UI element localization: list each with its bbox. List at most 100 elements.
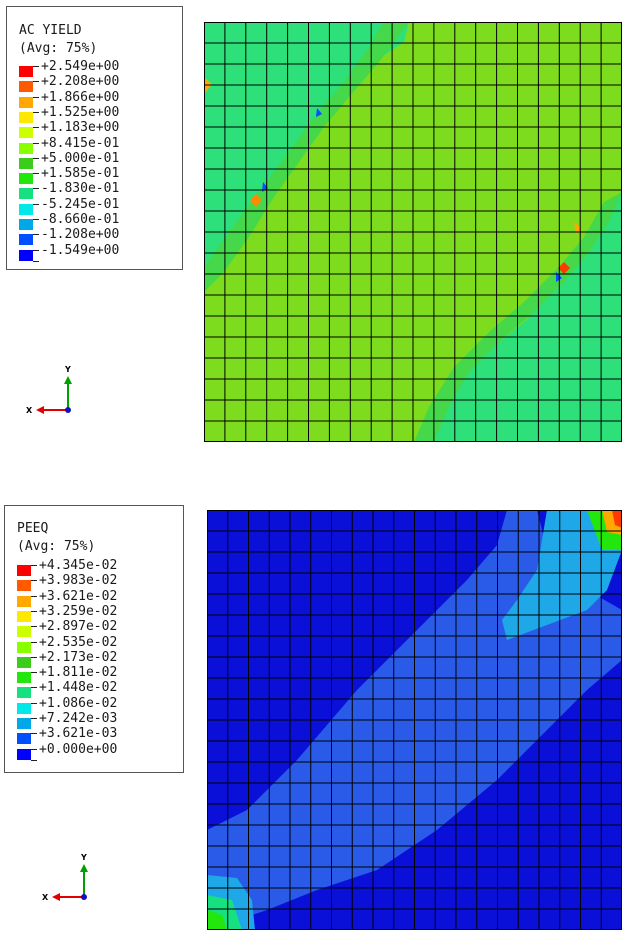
legend-swatch: [19, 142, 33, 154]
contour-band-light: [502, 510, 622, 640]
legend-swatch: [17, 733, 31, 745]
legend-swatch: [19, 173, 33, 185]
y-axis-label: Y: [64, 365, 71, 374]
legend-label: +2.208e+00: [41, 74, 120, 90]
x-axis-label: X: [42, 893, 49, 902]
y-axis-arrowhead: [80, 864, 88, 872]
x-axis-label: X: [26, 406, 33, 415]
legend-tick: [33, 234, 39, 236]
legend-swatch: [19, 249, 33, 261]
legend-swatch: [17, 580, 31, 592]
legend-swatch: [17, 656, 31, 668]
legend-label: +0.000e+00: [39, 741, 118, 757]
legend-label: +3.621e-02: [39, 588, 118, 604]
legend-label: +3.259e-02: [39, 603, 118, 619]
legend-tick: [31, 718, 37, 719]
legend-label: +2.535e-02: [39, 634, 118, 650]
legend-swatch: [17, 641, 31, 653]
legend-tick: [31, 672, 37, 674]
contour-corner-bl-3: [207, 910, 227, 930]
legend-tick: [33, 96, 39, 98]
legend-swatch: [17, 626, 31, 638]
legend-label: +4.345e-02: [39, 558, 118, 573]
legend-label: +1.811e-02: [39, 665, 118, 681]
legend-label: +1.866e+00: [41, 89, 120, 105]
legend-label: +3.983e-02: [39, 573, 118, 589]
legend-swatch: [19, 234, 33, 246]
legend-ac-yield: AC YIELD (Avg: 75%) +2.549e+00 +2.208e+00…: [6, 6, 183, 270]
legend-tick: [31, 626, 37, 628]
legend-tick: [33, 142, 39, 144]
legend-swatch: [19, 111, 33, 123]
z-axis-dot: [65, 407, 71, 413]
axis-triad: Y X: [42, 853, 88, 902]
legend-label: +2.549e+00: [41, 59, 120, 74]
legend-swatch: [19, 219, 33, 230]
legend-label: +7.242e-03: [39, 711, 118, 726]
contour-hotspot-right-2: [574, 222, 582, 234]
legend-tick: [31, 580, 37, 582]
legend-label: -1.549e+00: [41, 242, 120, 258]
legend-label: +8.415e-01: [41, 135, 120, 151]
legend-swatch: [17, 718, 31, 729]
legend-tick: [31, 748, 37, 750]
contour-hotspot-right: [558, 262, 570, 274]
legend-tick: [33, 66, 39, 67]
legend-tick: [31, 656, 37, 658]
legend-title: AC YIELD: [19, 23, 82, 38]
ac-yield-contour-plot: [204, 22, 622, 442]
legend-tick: [33, 203, 39, 205]
y-axis-label: Y: [80, 853, 87, 862]
mesh-grid: [204, 22, 622, 442]
legend-swatch: [17, 702, 31, 714]
mesh-grid: [207, 510, 622, 930]
legend-label: -1.830e-01: [41, 181, 120, 197]
axis-triad: Y X: [26, 365, 72, 415]
legend-tick: [33, 219, 39, 220]
legend-tick: [31, 565, 37, 566]
legend-subtitle: (Avg: 75%): [17, 539, 96, 554]
z-axis-dot: [81, 894, 87, 900]
contour-hotspot-left-2: [250, 194, 262, 207]
legend-tick: [33, 188, 39, 190]
legend-tick: [31, 733, 37, 735]
x-axis-arrowhead: [52, 893, 60, 901]
legend-tick: [33, 127, 39, 129]
legend-tick: [31, 595, 37, 597]
legend-tick: [33, 81, 39, 83]
legend-tick: [33, 111, 39, 113]
legend-tick: [33, 249, 39, 251]
peeq-contour-plot: [207, 510, 622, 930]
legend-swatch: [19, 127, 33, 139]
legend-label: +1.448e-02: [39, 680, 118, 696]
legend-swatch: [17, 565, 31, 576]
legend-swatch: [19, 66, 33, 77]
legend-label: -5.245e-01: [41, 196, 120, 212]
contour-shear-band-upper: [204, 22, 409, 292]
legend-tick: [31, 610, 37, 612]
legend-tick: [31, 687, 37, 689]
contour-spot-blue-2: [316, 108, 322, 117]
contour-hotspot-corner-3: [612, 510, 622, 528]
legend-label: -1.208e+00: [41, 227, 120, 243]
x-axis-arrowhead: [36, 406, 44, 414]
legend-tick: [33, 260, 39, 262]
legend-label: +1.585e-01: [41, 166, 120, 182]
legend-label: +2.173e-02: [39, 649, 118, 665]
legend-label: -8.660e-01: [41, 212, 120, 227]
legend-swatch: [19, 81, 33, 93]
y-axis-arrowhead: [64, 376, 72, 384]
legend-tick: [31, 641, 37, 643]
legend-subtitle: (Avg: 75%): [19, 41, 98, 56]
legend-label: +3.621e-03: [39, 726, 118, 742]
legend-tick: [31, 702, 37, 704]
legend-tick: [33, 173, 39, 175]
legend-swatch: [17, 595, 31, 607]
legend-swatch: [17, 687, 31, 699]
legend-swatch: [19, 188, 33, 200]
legend-tick: [31, 759, 37, 761]
legend-swatch: [19, 96, 33, 108]
legend-label: +1.183e+00: [41, 120, 120, 136]
legend-swatch: [17, 610, 31, 622]
legend-label: +5.000e-01: [41, 150, 120, 166]
